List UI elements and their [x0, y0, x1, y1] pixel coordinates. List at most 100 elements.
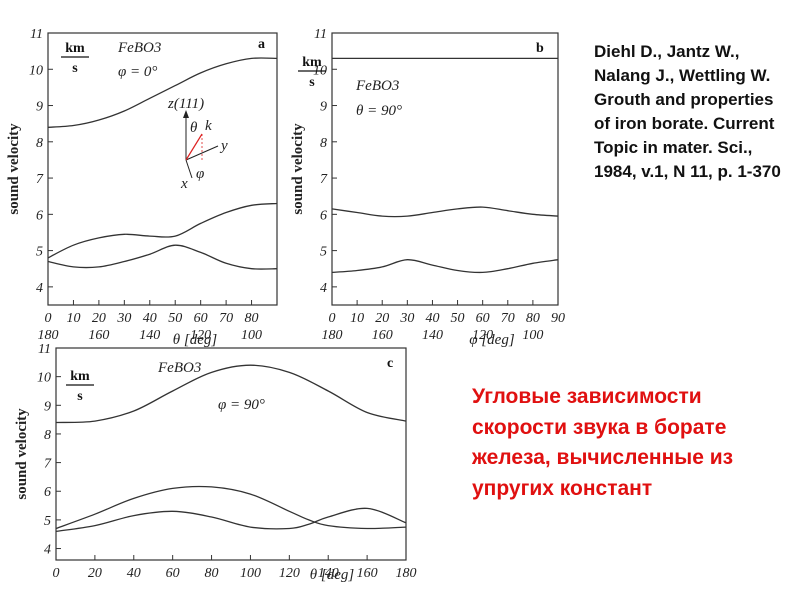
y-tick-label: 6	[36, 208, 43, 223]
x-tick-label: 50	[451, 311, 465, 326]
unit-numerator: km	[302, 55, 322, 70]
x-tick-label: 70	[501, 311, 515, 326]
y-tick-label: 6	[44, 485, 51, 500]
z-arrowhead	[183, 110, 189, 118]
inset-x-label: x	[180, 176, 188, 192]
x-tick-label: 30	[116, 311, 131, 326]
x-axis-label: φ [deg]	[469, 332, 515, 348]
y-tick-label: 11	[314, 27, 327, 42]
material-label: FeBO3	[117, 40, 161, 56]
panel-letter: a	[258, 37, 265, 52]
x-tick-label: 80	[205, 566, 219, 581]
x-tick-label: 180	[396, 566, 417, 581]
x-tick-label: 80	[245, 311, 259, 326]
y-tick-label: 9	[36, 100, 43, 115]
x-tick-label: 40	[143, 311, 157, 326]
condition-label: φ = 0°	[118, 64, 157, 80]
y-tick-label: 9	[44, 399, 51, 414]
y-tick-label: 7	[44, 457, 52, 472]
x-tick-label: 60	[476, 311, 490, 326]
y-tick-label: 5	[36, 245, 43, 260]
x-tick-label: 0	[53, 566, 60, 581]
inset-k-label: k	[205, 118, 212, 134]
x-tick-label-secondary: 120	[472, 328, 493, 343]
chart-panel-a: 4 5 6 7 8 9 10 11 0 10 20 30 40 50 60 70 80 180 160 140 120 1…	[6, 27, 278, 348]
x-tick-label: 100	[240, 566, 261, 581]
panel-letter: b	[536, 41, 544, 56]
y-tick-label: 10	[29, 63, 43, 78]
x-tick-label-secondary: 100	[241, 328, 262, 343]
unit-numerator: km	[70, 369, 90, 384]
x-tick-label: 80	[526, 311, 540, 326]
y-tick-label: 9	[320, 100, 327, 115]
x-tick-label: 20	[88, 566, 102, 581]
y-axis-label: sound velocity	[14, 408, 30, 500]
series-line-2	[47, 202, 278, 259]
plot-frame	[55, 347, 407, 561]
condition-label: φ = 90°	[218, 397, 265, 413]
y-tick-label: 4	[44, 543, 51, 558]
x-tick-label-secondary: 160	[88, 328, 109, 343]
condition-label: θ = 90°	[356, 103, 402, 119]
x-tick-label: 40	[425, 311, 439, 326]
y-axis-label: sound velocity	[6, 123, 22, 215]
x-axis-arrow	[185, 159, 193, 179]
x-tick-label: 0	[45, 311, 52, 326]
series-line-3	[331, 259, 559, 274]
y-tick-label: 11	[30, 27, 43, 42]
x-tick-label: 70	[219, 311, 233, 326]
x-tick-label: 10	[66, 311, 80, 326]
series-line-2	[55, 485, 407, 530]
inset-y-label: y	[219, 138, 228, 154]
y-tick-label: 11	[38, 342, 51, 357]
y-tick-label: 8	[36, 136, 43, 151]
x-tick-label: 50	[168, 311, 182, 326]
series-line-1	[47, 57, 278, 128]
inset-theta-label: θ	[190, 120, 198, 136]
panel-letter: c	[387, 356, 393, 371]
unit-numerator: km	[65, 41, 85, 56]
plot-frame	[331, 32, 559, 306]
reference-text: Diehl D., Jantz W., Nalang J., Wettling …	[594, 42, 781, 181]
x-tick-label-secondary: 160	[372, 328, 393, 343]
x-tick-label: 0	[329, 311, 336, 326]
x-tick-label: 120	[279, 566, 300, 581]
x-tick-label-secondary: 100	[522, 328, 543, 343]
x-tick-label-secondary: 140	[139, 328, 160, 343]
x-tick-label-secondary: 180	[322, 328, 343, 343]
x-tick-label-secondary: 120	[190, 328, 211, 343]
unit-denominator: s	[77, 389, 83, 404]
y-axis-arrow	[185, 145, 219, 161]
unit-denominator: s	[72, 61, 78, 76]
material-label: FeBO3	[355, 78, 399, 94]
y-tick-label: 8	[44, 428, 51, 443]
x-tick-label: 90	[551, 311, 565, 326]
inset-phi-label: φ	[196, 166, 204, 182]
x-tick-label-secondary: 140	[422, 328, 443, 343]
y-tick-label: 6	[320, 208, 327, 223]
y-tick-label: 8	[320, 136, 327, 151]
chart-panel-c: 4 5 6 7 8 9 10 11 0 20 40 60 80 100 120 140 160 180 sound …	[14, 342, 417, 583]
inset-z-label: z(111)	[167, 96, 204, 112]
y-tick-label: 5	[320, 245, 327, 260]
x-tick-label: 60	[194, 311, 208, 326]
x-tick-label: 160	[357, 566, 378, 581]
x-tick-label: 30	[399, 311, 414, 326]
y-tick-label: 4	[36, 281, 43, 296]
x-tick-label: 10	[350, 311, 364, 326]
x-tick-label: 60	[166, 566, 180, 581]
y-tick-label: 10	[37, 371, 51, 386]
x-axis-label: θ [deg]	[173, 332, 218, 348]
series-line-3	[47, 244, 278, 270]
y-tick-label: 5	[44, 514, 51, 529]
k-vector	[185, 133, 203, 161]
coordinate-axes-inset: z(111) θ ky xφ	[167, 96, 228, 192]
y-tick-label: 7	[320, 172, 328, 187]
unit-denominator: s	[309, 75, 315, 90]
y-tick-label: 7	[36, 172, 44, 187]
series-line-2	[331, 206, 559, 218]
x-tick-label-secondary: 180	[38, 328, 59, 343]
x-tick-label: 40	[127, 566, 141, 581]
